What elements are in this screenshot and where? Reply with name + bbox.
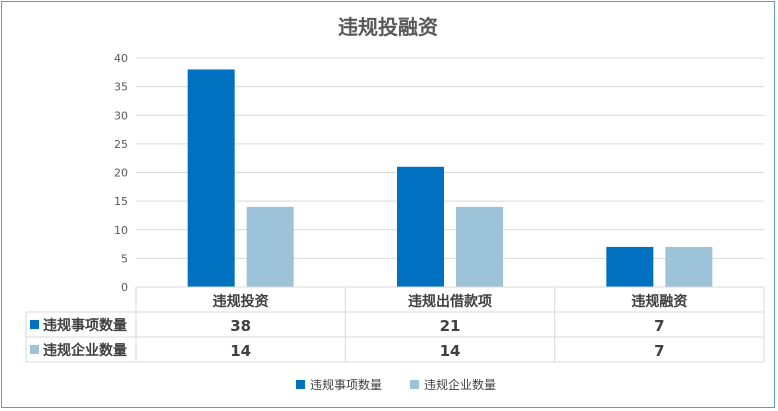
legend-key (30, 345, 39, 354)
series-row-label: 违规企业数量 (43, 342, 127, 359)
bar (606, 246, 654, 287)
legend-swatch (410, 380, 419, 389)
data-label: 14 (440, 342, 461, 360)
y-tick-label: 0 (121, 281, 128, 294)
data-label: 38 (230, 317, 251, 335)
y-tick-label: 15 (114, 195, 128, 208)
y-tick-label: 10 (114, 224, 128, 237)
chart-title: 违规投融资 (338, 15, 438, 39)
legend-swatch (296, 380, 305, 389)
legend-key (30, 320, 39, 329)
bar (397, 166, 444, 287)
bar (246, 206, 294, 287)
bars (187, 69, 713, 287)
category-label: 违规出借款项 (408, 293, 492, 310)
category-label: 违规融资 (631, 293, 687, 310)
y-axis-ticks: 0 5 10 15 20 25 30 35 40 (114, 52, 128, 294)
legend-label: 违规企业数量 (424, 377, 496, 392)
data-label: 7 (654, 342, 664, 360)
y-tick-label: 30 (114, 109, 128, 122)
y-tick-label: 20 (114, 167, 128, 180)
legend-label: 违规事项数量 (310, 377, 382, 392)
bar (665, 246, 713, 287)
series-row-label: 违规事项数量 (43, 317, 127, 334)
bar-chart: 违规投融资 0 5 10 15 20 25 30 35 40 违规投资 违规出借款项 违规融资违规事… (25, 15, 765, 392)
y-tick-label: 40 (114, 52, 128, 65)
data-label: 7 (654, 317, 664, 335)
data-label: 21 (440, 317, 461, 335)
y-tick-label: 5 (121, 252, 128, 265)
gridlines (136, 57, 764, 288)
y-tick-label: 35 (114, 81, 128, 94)
y-tick-label: 25 (114, 138, 128, 151)
data-label: 14 (230, 342, 251, 360)
category-label: 违规投资 (213, 293, 269, 310)
bar (187, 69, 235, 287)
legend: 违规事项数量 违规企业数量 (296, 377, 496, 392)
bar (456, 206, 503, 287)
